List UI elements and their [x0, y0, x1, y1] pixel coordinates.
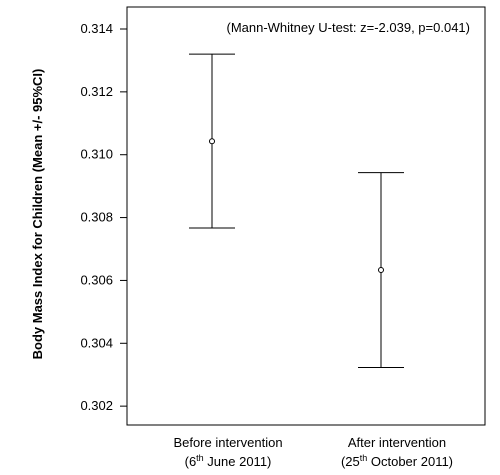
x-category-label: After intervention	[348, 435, 446, 450]
chart-marks	[189, 53, 404, 368]
y-tick-label: 0.302	[80, 398, 113, 413]
mean-point	[378, 267, 384, 274]
y-tick-label: 0.304	[80, 335, 113, 350]
y-axis: 0.302 0.304 0.306 0.308 0.310 0.312 0.314	[80, 21, 127, 413]
x-category-date: (25th October 2011)	[341, 453, 453, 469]
mean-point	[209, 138, 215, 145]
y-tick-label: 0.308	[80, 210, 113, 225]
x-category-label: Before intervention	[173, 435, 282, 450]
x-axis-categories: Before intervention (6th June 2011) After …	[173, 435, 453, 469]
y-tick-label: 0.312	[80, 84, 113, 99]
x-category-date: (6th June 2011)	[185, 453, 272, 469]
y-tick-label: 0.314	[80, 21, 113, 36]
y-axis-title: Body Mass Index for Children (Mean +/- 9…	[30, 69, 45, 360]
stat-annotation: (Mann-Whitney U-test: z=-2.039, p=0.041)	[226, 20, 470, 35]
y-tick-label: 0.306	[80, 272, 113, 287]
y-tick-label: 0.310	[80, 147, 113, 162]
plot-frame	[126, 6, 486, 426]
